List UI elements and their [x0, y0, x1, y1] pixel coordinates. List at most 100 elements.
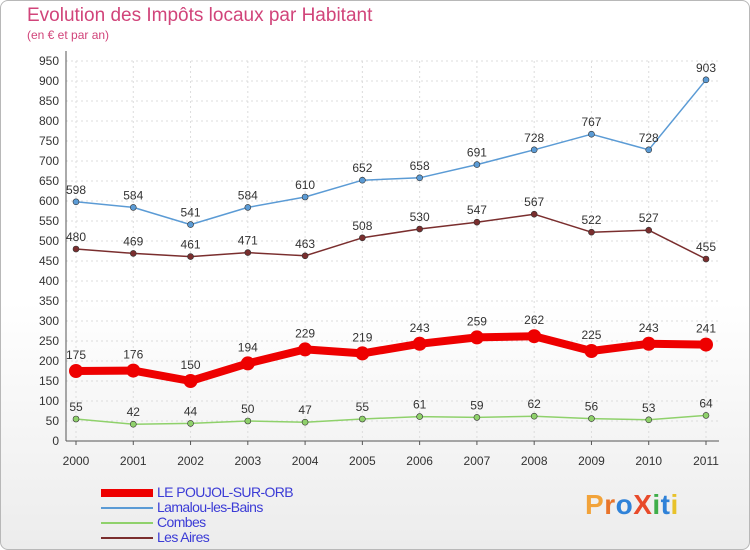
data-label-lamalou-les-bains: 728	[524, 131, 544, 145]
data-point-les-aires	[301, 252, 309, 260]
data-label-combes: 59	[470, 398, 484, 412]
data-label-les-aires: 469	[123, 234, 143, 248]
data-label-le-poujol-sur-orb: 243	[639, 321, 659, 335]
data-point-le-poujol-sur-orb	[527, 329, 542, 344]
data-point-les-aires	[473, 218, 481, 226]
x-tick-label: 2004	[292, 454, 319, 468]
data-label-les-aires: 480	[66, 230, 86, 244]
data-label-lamalou-les-bains: 652	[352, 161, 372, 175]
data-point-combes	[301, 418, 309, 426]
data-label-les-aires: 455	[696, 240, 716, 254]
data-label-les-aires: 522	[581, 213, 601, 227]
data-label-combes: 56	[585, 400, 599, 414]
y-tick-label: 100	[39, 394, 59, 408]
data-label-les-aires: 471	[238, 234, 258, 248]
legend-swatch-lamalou-les-bains	[101, 507, 153, 509]
data-label-lamalou-les-bains: 610	[295, 178, 315, 192]
y-tick-label: 450	[39, 254, 59, 268]
data-label-combes: 55	[69, 400, 83, 414]
data-point-les-aires	[702, 255, 710, 263]
x-tick-label: 2010	[635, 454, 662, 468]
data-label-combes: 55	[356, 400, 370, 414]
data-label-lamalou-les-bains: 584	[238, 188, 258, 202]
legend-label: Les Aires	[157, 529, 210, 545]
data-point-lamalou-les-bains	[588, 130, 595, 138]
series-line-combes	[75, 414, 707, 425]
data-label-combes: 50	[241, 402, 255, 416]
data-label-les-aires: 527	[639, 211, 659, 225]
data-label-combes: 61	[413, 398, 427, 412]
logo-letter: r	[604, 489, 616, 520]
data-point-combes	[129, 420, 137, 428]
data-point-combes	[416, 413, 423, 420]
data-label-lamalou-les-bains: 728	[639, 131, 659, 145]
data-point-le-poujol-sur-orb	[469, 330, 484, 345]
data-label-le-poujol-sur-orb: 219	[352, 330, 372, 344]
series-line-les-aires	[75, 213, 707, 260]
legend-swatch-combes	[101, 522, 153, 524]
data-point-lamalou-les-bains	[301, 193, 309, 201]
logo-letter: P	[585, 489, 605, 520]
data-label-le-poujol-sur-orb: 229	[295, 326, 315, 340]
x-tick-label: 2005	[349, 454, 376, 468]
y-tick-label: 700	[39, 154, 59, 168]
data-point-les-aires	[588, 228, 595, 236]
series-line-le-poujol-sur-orb	[75, 332, 707, 385]
data-point-le-poujol-sur-orb	[641, 336, 656, 351]
data-point-les-aires	[72, 245, 80, 253]
logo-letter: t	[660, 489, 671, 520]
data-point-les-aires	[244, 249, 252, 256]
x-tick-label: 2001	[120, 454, 147, 468]
data-label-lamalou-les-bains: 691	[467, 146, 487, 160]
data-point-combes	[702, 412, 710, 419]
logo-letter: i	[652, 489, 661, 520]
data-point-combes	[530, 412, 538, 420]
y-tick-label: 650	[39, 174, 59, 188]
data-point-combes	[244, 417, 252, 425]
legend-label: Lamalou-les-Bains	[157, 499, 263, 515]
chart-subtitle: (en € et par an)	[27, 28, 110, 42]
data-label-les-aires: 508	[352, 219, 372, 233]
data-point-combes	[359, 415, 366, 423]
data-point-le-poujol-sur-orb	[584, 344, 599, 358]
y-tick-label: 0	[52, 434, 59, 448]
chart-title: Evolution des Impôts locaux par Habitant	[27, 5, 373, 26]
data-point-le-poujol-sur-orb	[240, 356, 255, 371]
data-label-le-poujol-sur-orb: 175	[66, 348, 86, 362]
series-line-lamalou-les-bains	[75, 79, 707, 226]
y-tick-label: 800	[39, 114, 59, 128]
y-tick-label: 500	[39, 234, 59, 248]
data-point-le-poujol-sur-orb	[355, 346, 370, 361]
data-label-le-poujol-sur-orb: 262	[524, 313, 544, 327]
data-label-le-poujol-sur-orb: 225	[581, 328, 601, 342]
data-label-le-poujol-sur-orb: 150	[181, 358, 201, 372]
data-label-les-aires: 463	[295, 237, 315, 251]
data-label-les-aires: 567	[524, 195, 544, 209]
data-point-le-poujol-sur-orb	[298, 342, 313, 357]
data-label-le-poujol-sur-orb: 176	[123, 348, 143, 362]
data-label-lamalou-les-bains: 584	[123, 188, 143, 202]
data-point-lamalou-les-bains	[702, 76, 710, 84]
data-point-lamalou-les-bains	[187, 221, 194, 228]
y-tick-label: 150	[39, 374, 59, 388]
data-point-lamalou-les-bains	[244, 204, 252, 211]
data-point-les-aires	[530, 210, 538, 218]
data-label-combes: 64	[699, 396, 713, 410]
x-tick-label: 2011	[693, 454, 719, 468]
legend-label: LE POUJOL-SUR-ORB	[157, 484, 294, 500]
data-point-lamalou-les-bains	[416, 174, 423, 182]
y-tick-label: 200	[39, 354, 59, 368]
data-label-les-aires: 461	[181, 238, 201, 252]
data-point-lamalou-les-bains	[473, 161, 481, 168]
data-label-combes: 44	[184, 404, 198, 418]
data-point-les-aires	[187, 253, 194, 260]
data-point-les-aires	[416, 225, 423, 233]
proxiti-logo: ProXiti	[585, 489, 679, 521]
data-point-combes	[473, 414, 481, 421]
data-point-le-poujol-sur-orb	[412, 336, 427, 351]
data-label-combes: 53	[642, 401, 656, 415]
data-point-lamalou-les-bains	[530, 146, 538, 154]
x-tick-label: 2006	[406, 454, 433, 468]
data-label-le-poujol-sur-orb: 241	[696, 322, 716, 336]
